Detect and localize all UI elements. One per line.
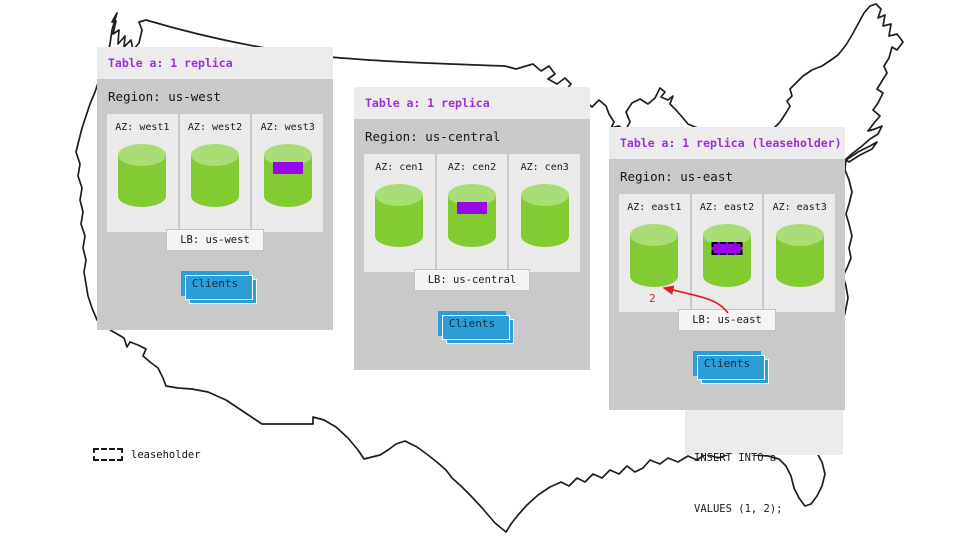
us-map-border-path xyxy=(75,3,904,533)
az-column-cen3: AZ: cen3 xyxy=(509,154,581,272)
table-replica-label: Table a: 1 replica (leaseholder) xyxy=(620,136,842,150)
az-label: AZ: cen3 xyxy=(520,162,569,173)
legend-label: leaseholder xyxy=(131,448,201,461)
sql-line-1: INSERT INTO a xyxy=(694,452,777,464)
region-body-us-east: Region: us-east AZ: east1 AZ: east2 AZ: … xyxy=(609,159,845,410)
clients-button: Clients xyxy=(180,271,250,296)
table-replica-label: Table a: 1 replica xyxy=(108,56,233,70)
az-label: AZ: west3 xyxy=(260,122,315,133)
az-label: AZ: west2 xyxy=(187,122,243,133)
long-island-outline xyxy=(845,141,878,163)
az-column-west1: AZ: west1 xyxy=(107,114,178,232)
sql-statement-box: INSERT INTO a VALUES (1, 2); xyxy=(685,410,843,515)
leaseholder-range-chip xyxy=(711,242,743,255)
az-column-cen2: AZ: cen2 xyxy=(436,154,508,272)
az-label: AZ: east3 xyxy=(772,202,827,213)
region-panel-us-west: Table a: 1 replica Region: us-west AZ: w… xyxy=(97,47,333,330)
az-column-east3: AZ: east3 xyxy=(764,194,836,312)
region-body-us-central: Region: us-central AZ: cen1 AZ: cen2 AZ:… xyxy=(354,119,590,370)
az-column-east2: AZ: east2 xyxy=(691,194,763,312)
replica-range-chip xyxy=(457,202,487,214)
az-label: AZ: cen2 xyxy=(447,162,497,173)
database-cylinder xyxy=(448,184,496,247)
database-cylinder xyxy=(263,144,312,207)
region-label: Region: us-east xyxy=(620,169,733,184)
dashed-box-swatch-icon xyxy=(93,448,123,461)
load-balancer-box: LB: us-east xyxy=(678,309,776,331)
load-balancer-box: LB: us-central xyxy=(413,269,531,291)
legend: leaseholder xyxy=(93,448,201,461)
clients-button: Clients xyxy=(437,311,507,336)
database-cylinder xyxy=(775,224,824,287)
az-label: AZ: cen1 xyxy=(375,162,424,173)
database-cylinder xyxy=(375,184,424,247)
az-row: AZ: east1 AZ: east2 AZ: east3 xyxy=(619,194,836,312)
database-cylinder xyxy=(630,224,679,287)
sql-line-2: VALUES (1, 2); xyxy=(694,503,783,515)
az-label: AZ: east2 xyxy=(699,202,755,213)
az-row: AZ: west1 AZ: west2 AZ: west3 xyxy=(107,114,324,232)
table-replica-label: Table a: 1 replica xyxy=(365,96,490,110)
database-cylinder xyxy=(118,144,167,207)
table-header-us-east: Table a: 1 replica (leaseholder) xyxy=(609,127,845,159)
region-label: Region: us-central xyxy=(365,129,501,144)
az-column-cen1: AZ: cen1 xyxy=(364,154,435,272)
az-column-west2: AZ: west2 xyxy=(179,114,251,232)
az-column-east1: AZ: east1 xyxy=(619,194,690,312)
database-cylinder xyxy=(520,184,569,247)
region-body-us-west: Region: us-west AZ: west1 AZ: west2 AZ: … xyxy=(97,79,333,330)
region-label: Region: us-west xyxy=(108,89,221,104)
region-panel-us-east: Table a: 1 replica (leaseholder) Region:… xyxy=(609,127,845,410)
az-column-west3: AZ: west3 xyxy=(252,114,324,232)
database-cylinder xyxy=(191,144,239,207)
az-label: AZ: east1 xyxy=(627,202,682,213)
az-label: AZ: west1 xyxy=(115,122,170,133)
table-header-us-central: Table a: 1 replica xyxy=(354,87,590,119)
replica-range-chip xyxy=(272,162,303,174)
load-balancer-box: LB: us-west xyxy=(166,229,264,251)
region-panel-us-central: Table a: 1 replica Region: us-central AZ… xyxy=(354,87,590,370)
clients-button: Clients xyxy=(692,351,762,376)
az-row: AZ: cen1 AZ: cen2 AZ: cen3 xyxy=(364,154,581,272)
table-header-us-west: Table a: 1 replica xyxy=(97,47,333,79)
database-cylinder xyxy=(703,224,751,287)
